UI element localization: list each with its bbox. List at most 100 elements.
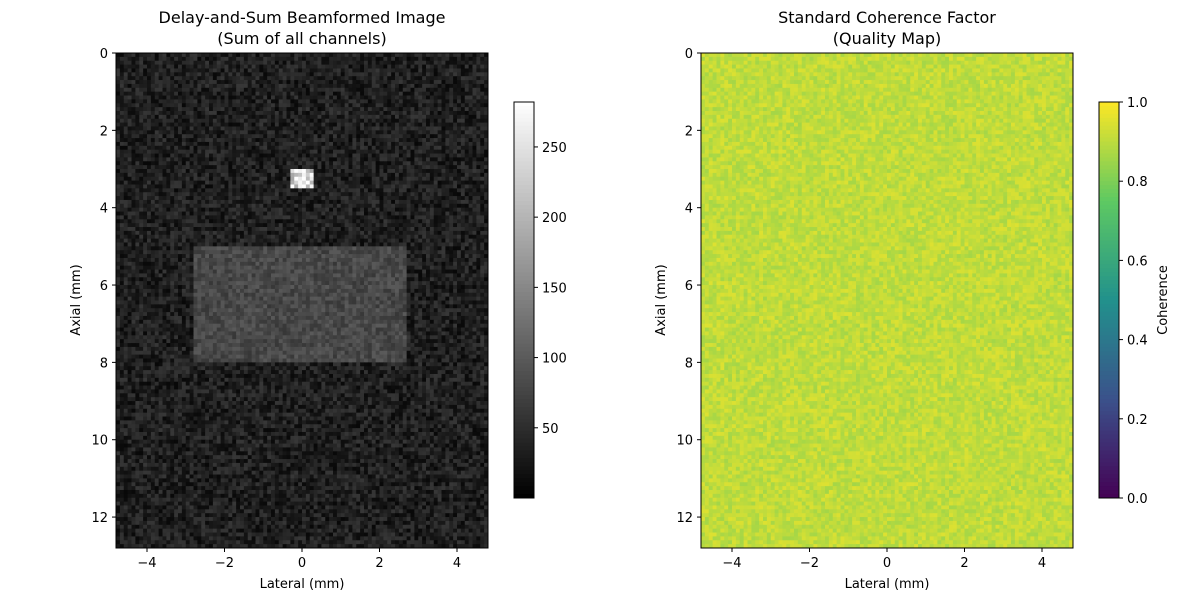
heatmap-cell (317, 246, 322, 251)
heatmap-cell (178, 118, 183, 124)
heatmap-cell (468, 141, 473, 147)
heatmap-cell (298, 230, 303, 236)
heatmap-cell (224, 165, 229, 170)
heatmap-cell (240, 64, 245, 69)
heatmap-cell (441, 83, 446, 89)
heatmap-cell (429, 161, 435, 166)
heatmap-cell (240, 246, 245, 251)
heatmap-cell (278, 60, 284, 65)
heatmap-cell (387, 141, 392, 147)
heatmap-cell (325, 138, 330, 143)
heatmap-cell (437, 199, 442, 205)
heatmap-cell (344, 103, 349, 108)
heatmap-cell (150, 80, 156, 85)
heatmap-cell (398, 95, 404, 100)
heatmap-cell (205, 103, 210, 108)
heatmap-cell (422, 250, 427, 255)
heatmap-cell (410, 165, 415, 170)
heatmap-cell (290, 60, 295, 65)
heatmap-cell (131, 227, 136, 232)
heatmap-cell (224, 103, 229, 108)
heatmap-cell (464, 196, 470, 201)
heatmap-cell (395, 76, 400, 81)
heatmap-cell (402, 215, 408, 220)
heatmap-cell (189, 172, 194, 178)
heatmap-cell (344, 246, 349, 251)
heatmap-cell (309, 122, 315, 127)
heatmap-cell (352, 227, 357, 232)
heatmap-cell (189, 176, 194, 182)
heatmap-cell (329, 203, 334, 209)
heatmap-cell (255, 211, 260, 216)
heatmap-cell (224, 250, 229, 255)
heatmap-cell (267, 238, 272, 243)
heatmap-cell (294, 91, 299, 96)
heatmap-cell (232, 56, 237, 62)
heatmap-cell (209, 118, 214, 124)
heatmap-cell (189, 114, 194, 120)
heatmap-cell (185, 223, 191, 228)
heatmap-cell (212, 172, 218, 178)
heatmap-cell (271, 126, 276, 131)
heatmap-cell (131, 165, 136, 170)
heatmap-cell (259, 242, 264, 247)
heatmap-cell (181, 83, 187, 89)
heatmap-cell (240, 130, 245, 135)
heatmap-cell (441, 118, 446, 124)
heatmap-cell (371, 60, 377, 65)
heatmap-cell (116, 169, 121, 174)
heatmap-cell (131, 215, 136, 220)
heatmap-cell (232, 103, 237, 108)
heatmap-cell (340, 196, 346, 201)
heatmap-cell (189, 238, 194, 243)
heatmap-cell (224, 145, 229, 151)
heatmap-cell (170, 207, 175, 212)
heatmap-cell (170, 157, 175, 162)
heatmap-cell (402, 114, 408, 120)
heatmap-cell (119, 211, 125, 216)
heatmap-cell (158, 145, 163, 151)
heatmap-cell (457, 246, 462, 251)
heatmap-cell (476, 130, 481, 135)
heatmap-cell (325, 169, 330, 174)
heatmap-cell (185, 192, 191, 197)
heatmap-cell (263, 114, 268, 120)
heatmap-cell (437, 223, 442, 228)
heatmap-cell (333, 250, 338, 255)
heatmap-cell (429, 211, 435, 216)
heatmap-cell (325, 68, 330, 73)
heatmap-cell (158, 219, 163, 224)
heatmap-cell (406, 141, 411, 147)
heatmap-cell (259, 238, 264, 243)
heatmap-cell (294, 95, 299, 100)
heatmap-cell (147, 161, 152, 166)
heatmap-cell (445, 83, 450, 89)
heatmap-cell (166, 87, 171, 93)
heatmap-cell (220, 203, 225, 209)
heatmap-cell (391, 153, 396, 158)
heatmap-cell (232, 118, 237, 124)
heatmap-cell (298, 211, 303, 216)
heatmap-cell (259, 141, 264, 147)
heatmap-cell (274, 153, 280, 158)
heatmap-cell (143, 234, 148, 240)
heatmap-cell (274, 68, 280, 73)
heatmap-cell (185, 165, 191, 170)
heatmap-cell (309, 234, 315, 240)
heatmap-cell (453, 64, 458, 69)
heatmap-cell (379, 184, 384, 189)
heatmap-cell (360, 188, 365, 193)
heatmap-cell (185, 103, 191, 108)
heatmap-cell (236, 60, 241, 65)
heatmap-cell (259, 72, 264, 77)
heatmap-cell (429, 215, 435, 220)
heatmap-cell (271, 223, 276, 228)
heatmap-cell (367, 161, 373, 166)
heatmap-cell (197, 184, 202, 189)
heatmap-cell (429, 103, 435, 108)
heatmap-cell (240, 56, 245, 62)
heatmap-cell (247, 192, 253, 197)
heatmap-cell (364, 215, 369, 220)
heatmap-cell (480, 157, 485, 162)
heatmap-cell (193, 130, 198, 135)
